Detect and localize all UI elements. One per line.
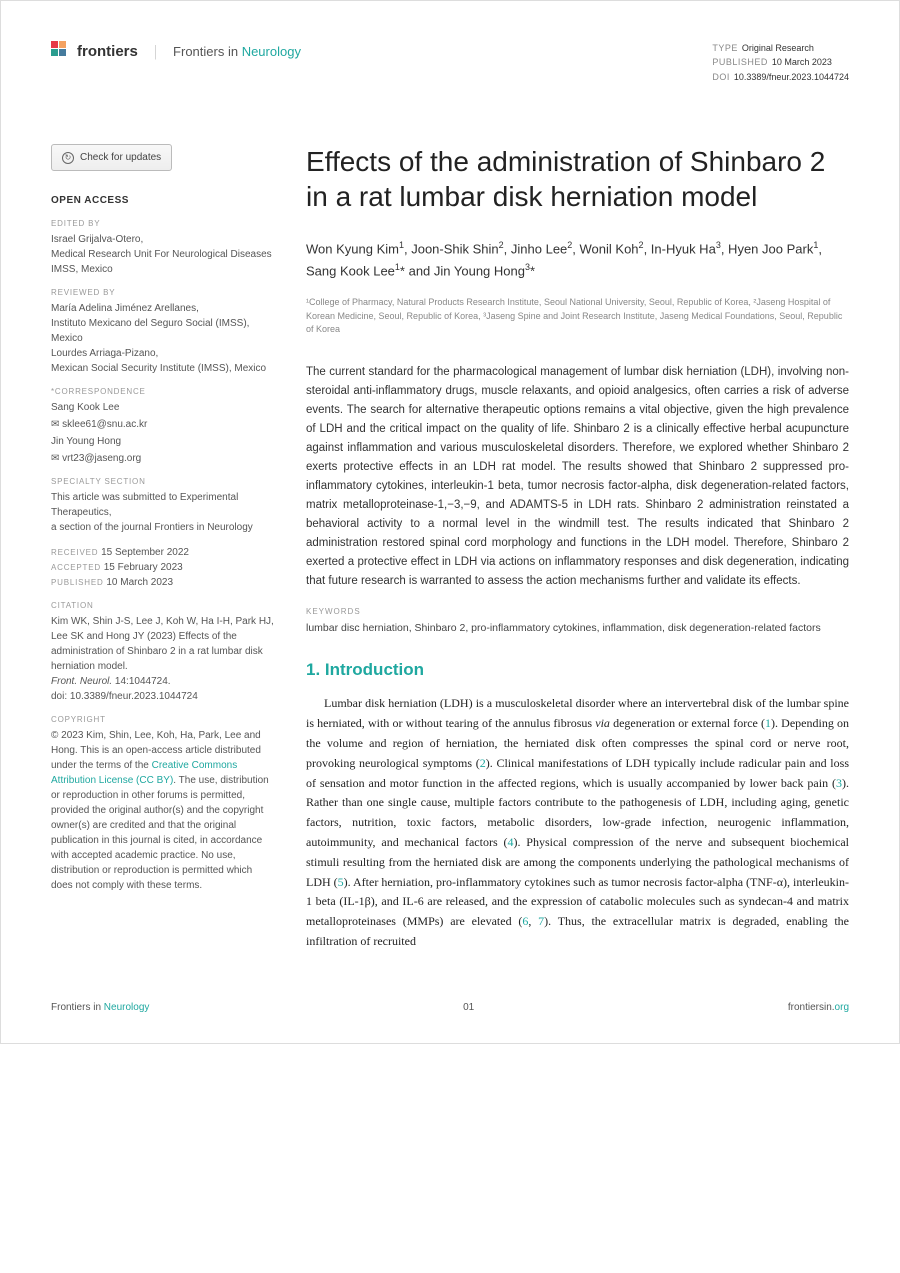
received-label: RECEIVED [51, 548, 98, 557]
accepted-label: ACCEPTED [51, 563, 101, 572]
corr2-name: Jin Young Hong [51, 434, 276, 449]
journal-pre: Frontiers in [173, 44, 242, 59]
check-updates-button[interactable]: ↻ Check for updates [51, 144, 172, 171]
separator: | [154, 43, 157, 61]
affiliations: ¹College of Pharmacy, Natural Products R… [306, 296, 849, 337]
footer-right-pre: frontiersin. [788, 1002, 835, 1013]
intro-paragraph: Lumbar disk herniation (LDH) is a muscul… [306, 694, 849, 951]
intro-a: degeneration or external force ( [610, 716, 765, 730]
meta-pub-value: 10 March 2023 [772, 57, 832, 67]
keywords-text: lumbar disc herniation, Shinbaro 2, pro-… [306, 620, 849, 637]
meta-type-label: TYPE [712, 43, 738, 53]
footer-left-pre: Frontiers in [51, 1002, 104, 1013]
citation-text: Kim WK, Shin J-S, Lee J, Koh W, Ha I-H, … [51, 614, 276, 704]
meta-doi-label: DOI [712, 72, 730, 82]
article-content: Effects of the administration of Shinbar… [306, 144, 849, 952]
page-footer: Frontiers in Neurology 01 frontiersin.or… [51, 1002, 849, 1013]
footer-right-hl: org [835, 1002, 849, 1013]
footer-left: Frontiers in Neurology [51, 1002, 149, 1013]
meta-doi-value: 10.3389/fneur.2023.1044724 [734, 72, 849, 82]
header-meta: TYPE Original Research PUBLISHED 10 March … [712, 41, 849, 84]
correspondence-label: *CORRESPONDENCE [51, 386, 276, 398]
footer-page-number: 01 [463, 1002, 474, 1013]
copyright-text: © 2023 Kim, Shin, Lee, Koh, Ha, Park, Le… [51, 728, 276, 893]
corr2-email[interactable]: ✉ vrt23@jaseng.org [51, 451, 276, 466]
specialty-label: SPECIALTY SECTION [51, 476, 276, 488]
abstract-text: The current standard for the pharmacolog… [306, 363, 849, 591]
cite-sep: , [528, 914, 538, 928]
brand-text: frontiers [77, 43, 138, 60]
sidebar: ↻ Check for updates OPEN ACCESS EDITED B… [51, 144, 276, 952]
check-updates-label: Check for updates [80, 150, 161, 165]
header-left: frontiers | Frontiers in Neurology [51, 41, 301, 62]
accepted-date: 15 February 2023 [104, 562, 183, 573]
frontiers-logo-icon [51, 41, 67, 62]
published-label: PUBLISHED [51, 578, 104, 587]
corr1-email[interactable]: ✉ sklee61@snu.ac.kr [51, 417, 276, 432]
copyright-label: COPYRIGHT [51, 714, 276, 726]
footer-left-hl: Neurology [104, 1002, 150, 1013]
citation-journal: Front. Neurol. [51, 676, 112, 687]
open-access-heading: OPEN ACCESS [51, 193, 276, 208]
keywords-label: KEYWORDS [306, 607, 849, 616]
author-list: Won Kyung Kim1, Joon-Shik Shin2, Jinho L… [306, 238, 849, 282]
published-date: 10 March 2023 [106, 577, 173, 588]
citation-body: Kim WK, Shin J-S, Lee J, Koh W, Ha I-H, … [51, 616, 274, 672]
meta-type-value: Original Research [742, 43, 814, 53]
reviewed-by-text: María Adelina Jiménez Arellanes, Institu… [51, 301, 276, 376]
reviewed-by-label: REVIEWED BY [51, 287, 276, 299]
specialty-text: This article was submitted to Experiment… [51, 490, 276, 535]
journal-name: Frontiers in Neurology [173, 44, 301, 59]
footer-right[interactable]: frontiersin.org [788, 1002, 849, 1013]
journal-highlight: Neurology [242, 44, 301, 59]
page: frontiers | Frontiers in Neurology TYPE O… [0, 0, 900, 1044]
corr1-name: Sang Kook Lee [51, 400, 276, 415]
edited-by-text: Israel Grijalva-Otero, Medical Research … [51, 232, 276, 277]
meta-pub-label: PUBLISHED [712, 57, 768, 67]
refresh-icon: ↻ [62, 152, 74, 164]
page-header: frontiers | Frontiers in Neurology TYPE O… [51, 41, 849, 84]
article-title: Effects of the administration of Shinbar… [306, 144, 849, 214]
received-date: 15 September 2022 [101, 547, 189, 558]
edited-by-label: EDITED BY [51, 218, 276, 230]
dates-block: RECEIVED 15 September 2022 ACCEPTED 15 F… [51, 545, 276, 590]
citation-label: CITATION [51, 600, 276, 612]
section-heading-intro: 1. Introduction [306, 660, 849, 680]
main-columns: ↻ Check for updates OPEN ACCESS EDITED B… [51, 144, 849, 952]
copyright-post: . The use, distribution or reproduction … [51, 775, 269, 891]
intro-via: via [595, 716, 610, 730]
